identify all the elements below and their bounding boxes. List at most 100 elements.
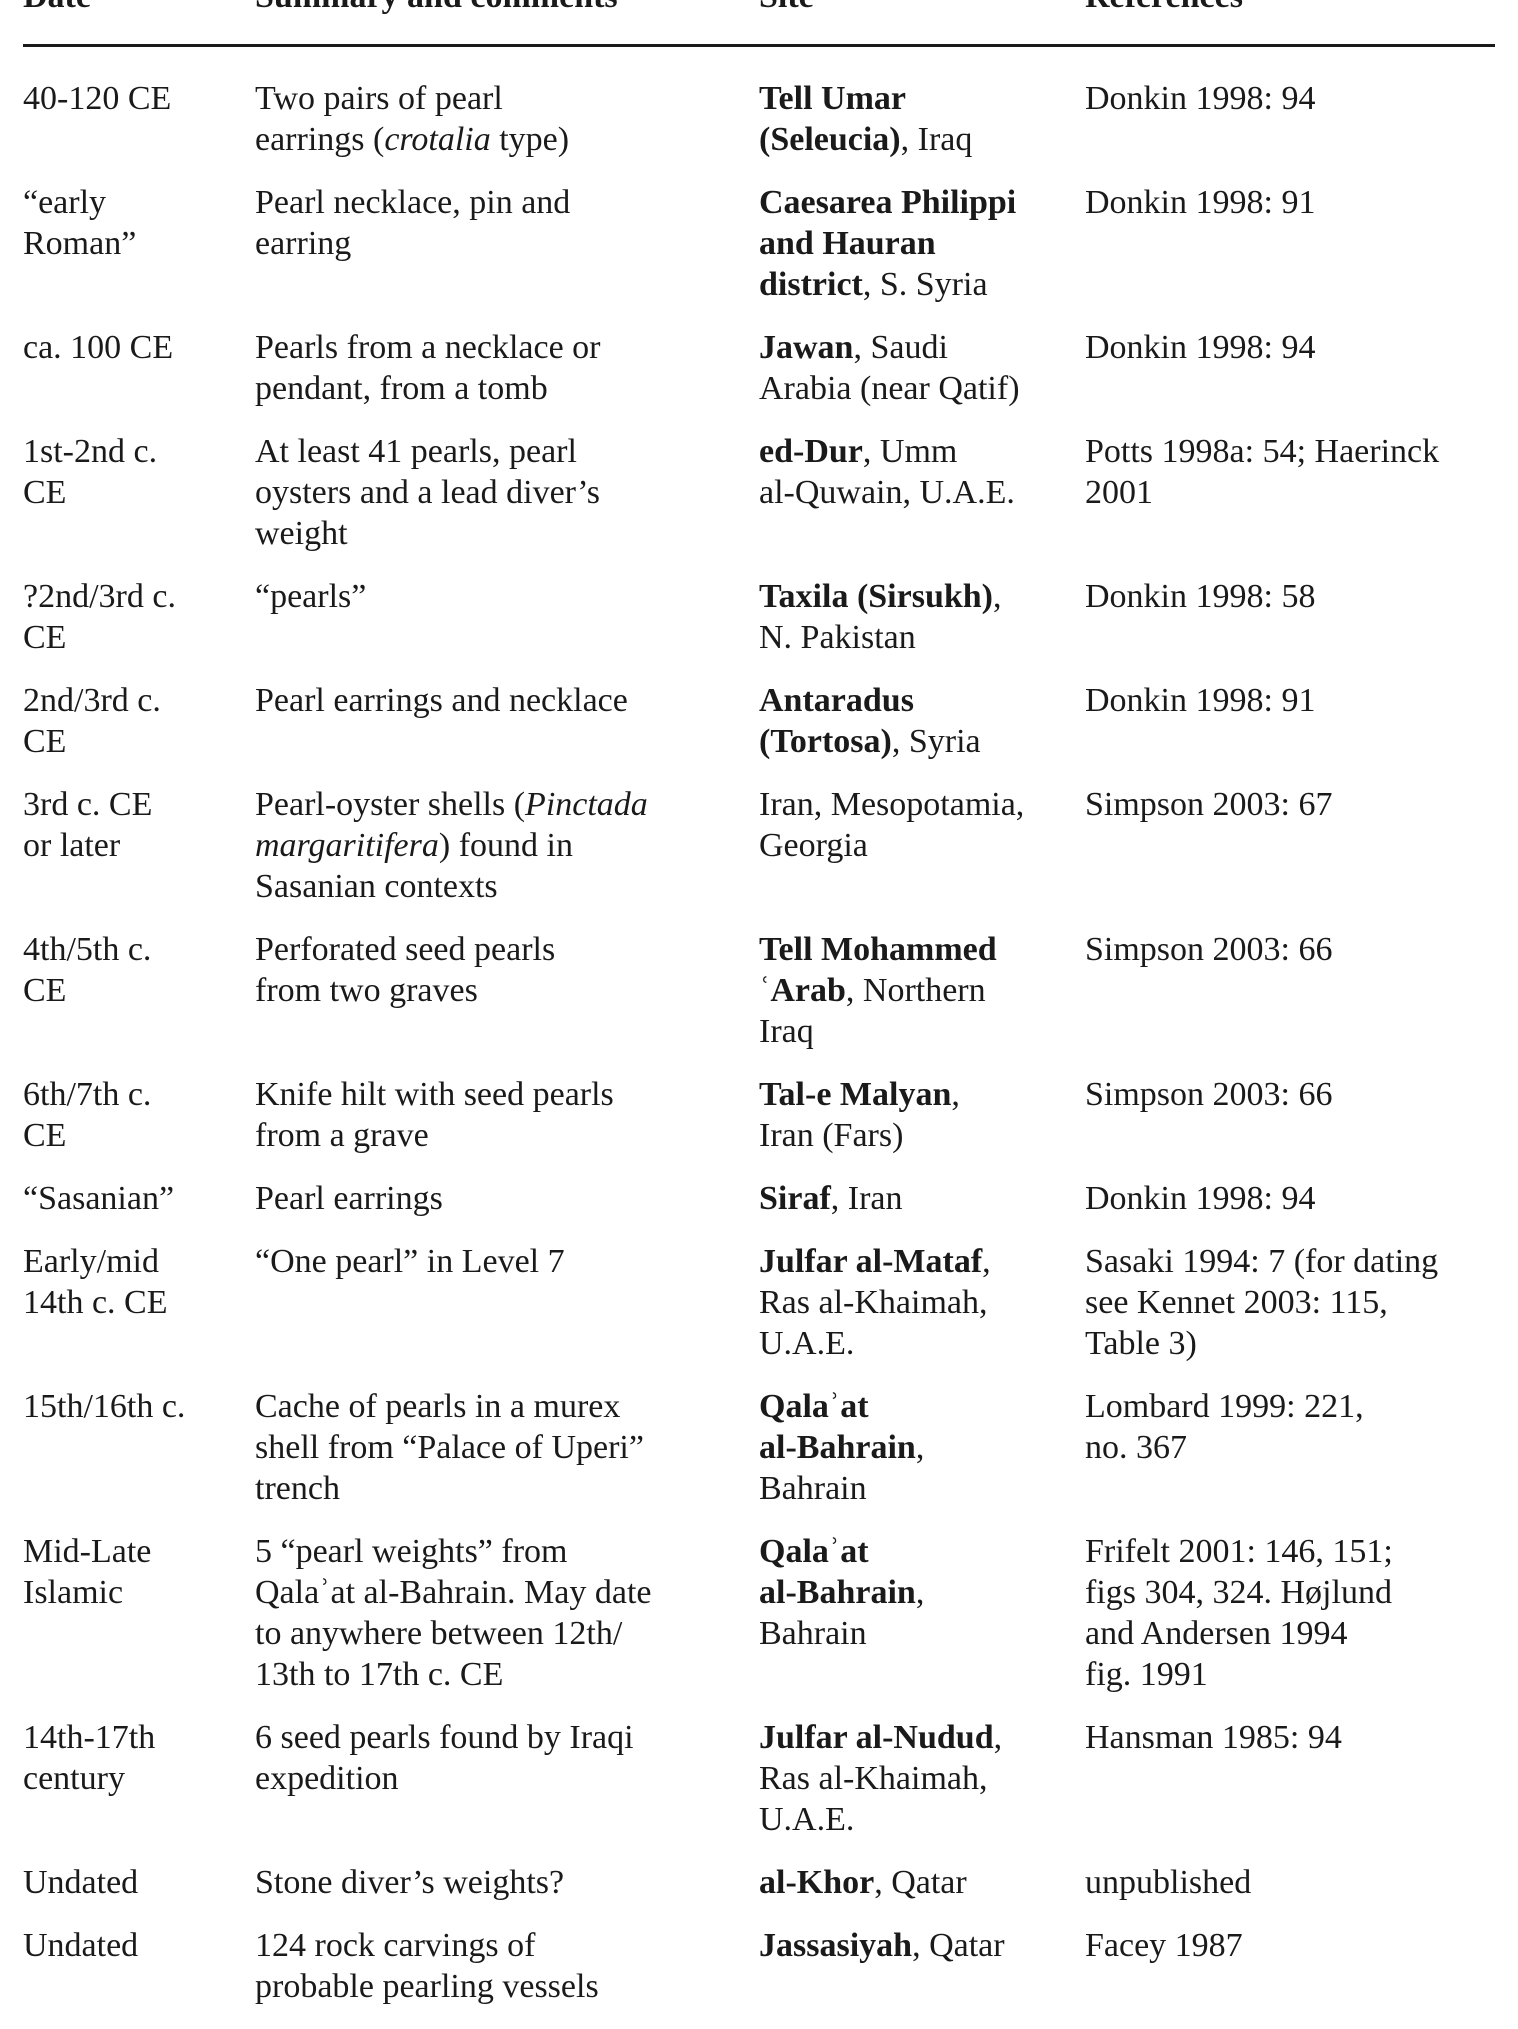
cell-line: and Hauran (759, 223, 1016, 264)
table-row: Mid-Late Islamic 5 “pearl weights” from Qal… (0, 1531, 1518, 1695)
cell-line: 40-120 CE (23, 80, 172, 117)
cell-line: Qalaʾat (759, 1531, 924, 1572)
site-cell: Julfar al-Nudud, Ras al-Khaimah, U.A.E. (759, 1717, 1002, 1840)
table-row: “early Roman” Pearl necklace, pin and earri… (0, 182, 1518, 305)
site-cell: Tell Mohammed ʿArab, Northern Iraq (759, 929, 997, 1052)
cell-line: Pearl earrings and necklace (255, 682, 628, 719)
cell-line: shell from “Palace of Uperi” (255, 1429, 644, 1466)
site-name: al-Khor (759, 1864, 875, 1901)
cell-line: Taxila (Sirsukh), (759, 576, 1002, 617)
cell-line: Pearl-oyster shells (Pinctada (255, 784, 648, 825)
site-name: al-Bahrain (759, 1574, 916, 1611)
cell-line: Frifelt 2001: 146, 151; (1085, 1533, 1393, 1570)
summary-cell: Pearl earrings (255, 1178, 443, 1219)
table-row: 6th/7th c. CE Knife hilt with seed pearls f… (0, 1074, 1518, 1156)
cell-line: to anywhere between 12th/ (255, 1615, 623, 1652)
table-row: “Sasanian” Pearl earrings Siraf, Iran Donki… (0, 1178, 1518, 1219)
table-row: Early/mid 14th c. CE “One pearl” in Level … (0, 1241, 1518, 1364)
cell-line: 13th to 17th c. CE (255, 1656, 504, 1693)
cell-line: oysters and a lead diver’s (255, 474, 600, 511)
cell-line: “One pearl” in Level 7 (255, 1243, 565, 1280)
header-rule (23, 44, 1495, 47)
site-cell: Iran, Mesopotamia, Georgia (759, 784, 1024, 866)
cell-line: trench (255, 1470, 340, 1507)
cell-line: ed-Dur, Umm (759, 431, 1015, 472)
table-row: Undated 124 rock carvings of probable pear… (0, 1925, 1518, 2007)
summary-cell: “One pearl” in Level 7 (255, 1241, 565, 1282)
references-cell: Simpson 2003: 66 (1085, 929, 1332, 970)
cell-line: (Seleucia), Iraq (759, 119, 972, 160)
site-name: al-Bahrain (759, 1429, 916, 1466)
cell-line: Donkin 1998: 94 (1085, 1180, 1316, 1217)
cell-line: “Sasanian” (23, 1180, 175, 1217)
cell-line: Donkin 1998: 91 (1085, 184, 1316, 221)
cell-line: al-Bahrain, (759, 1427, 924, 1468)
summary-cell: Pearl-oyster shells (Pinctada margaritife… (255, 784, 648, 907)
header-references: References (1085, 0, 1243, 17)
cell-line: 124 rock carvings of (255, 1927, 536, 1964)
cell-line: Tell Mohammed (759, 929, 997, 970)
table-row: Undated Stone diver’s weights? al-Khor, Qa… (0, 1862, 1518, 1903)
text-segment: , S. Syria (862, 266, 988, 303)
site-cell: Qalaʾat al-Bahrain, Bahrain (759, 1386, 924, 1509)
cell-line: Bahrain (759, 1470, 867, 1507)
site-name: Qalaʾat (759, 1388, 869, 1425)
table-row: 2nd/3rd c. CE Pearl earrings and necklace A… (0, 680, 1518, 762)
references-cell: Sasaki 1994: 7 (for dating see Kennet 200… (1085, 1241, 1438, 1364)
references-cell: Potts 1998a: 54; Haerinck 2001 (1085, 431, 1439, 513)
site-cell: Tell Umar (Seleucia), Iraq (759, 78, 972, 160)
cell-line: 6 seed pearls found by Iraqi (255, 1719, 634, 1756)
cell-line: Tal-e Malyan, (759, 1074, 960, 1115)
date-cell: “early Roman” (23, 182, 136, 264)
site-name: Siraf (759, 1180, 831, 1217)
cell-line: Table 3) (1085, 1325, 1197, 1362)
cell-line: Ras al-Khaimah, (759, 1760, 988, 1797)
cell-line: Simpson 2003: 67 (1085, 786, 1333, 823)
cell-line: Knife hilt with seed pearls (255, 1076, 614, 1113)
site-cell: Jawan, Saudi Arabia (near Qatif) (759, 327, 1020, 409)
site-name: Qalaʾat (759, 1533, 869, 1570)
site-name: Tal-e Malyan (759, 1076, 952, 1113)
date-cell: Undated (23, 1862, 138, 1903)
cell-line: Perforated seed pearls (255, 931, 556, 968)
cell-line: Pearls from a necklace or (255, 329, 601, 366)
summary-cell: Pearls from a necklace or pendant, from a… (255, 327, 601, 409)
cell-line: earrings (crotalia type) (255, 119, 569, 160)
text-segment: , (951, 1076, 960, 1113)
cell-line: Cache of pearls in a murex (255, 1388, 621, 1425)
cell-line: Islamic (23, 1574, 124, 1611)
site-name: Caesarea Philippi (759, 184, 1017, 221)
cell-line: al-Bahrain, (759, 1572, 924, 1613)
date-cell: ca. 100 CE (23, 327, 173, 368)
cell-line: Pearl necklace, pin and (255, 184, 571, 221)
references-cell: Donkin 1998: 91 (1085, 680, 1315, 721)
site-name: and Hauran (759, 225, 936, 262)
text-segment: , Qatar (874, 1864, 967, 1901)
text-segment: , Iran (830, 1180, 903, 1217)
date-cell: 14th-17th century (23, 1717, 155, 1799)
references-cell: Donkin 1998: 94 (1085, 78, 1315, 119)
cell-line: Undated (23, 1927, 139, 1964)
cell-line: Jassasiyah, Qatar (759, 1925, 1005, 1966)
text-segment: , Qatar (912, 1927, 1005, 1964)
references-cell: Donkin 1998: 94 (1085, 327, 1315, 368)
cell-line: 15th/16th c. (23, 1388, 186, 1425)
cell-line: Tell Umar (759, 78, 972, 119)
cell-line: see Kennet 2003: 115, (1085, 1284, 1388, 1321)
cell-line: 1st-2nd c. (23, 433, 158, 470)
cell-line: ca. 100 CE (23, 329, 174, 366)
cell-line: Donkin 1998: 94 (1085, 329, 1316, 366)
italic-term: margaritifera (255, 827, 439, 864)
cell-line: CE (23, 723, 67, 760)
cell-line: earring (255, 225, 352, 262)
site-name: district (759, 266, 863, 303)
cell-line: Simpson 2003: 66 (1085, 931, 1333, 968)
site-name: ʿArab (759, 972, 846, 1009)
table-row: ?2nd/3rd c. CE “pearls” Taxila (Sirsukh), N.… (0, 576, 1518, 658)
text-segment: , (915, 1574, 925, 1611)
references-cell: Frifelt 2001: 146, 151; figs 304, 324. Hø… (1085, 1531, 1393, 1695)
header-date: Date (23, 0, 91, 17)
cell-line: century (23, 1760, 125, 1797)
cell-line: Facey 1987 (1085, 1927, 1243, 1964)
cell-line: Potts 1998a: 54; Haerinck (1085, 433, 1440, 470)
